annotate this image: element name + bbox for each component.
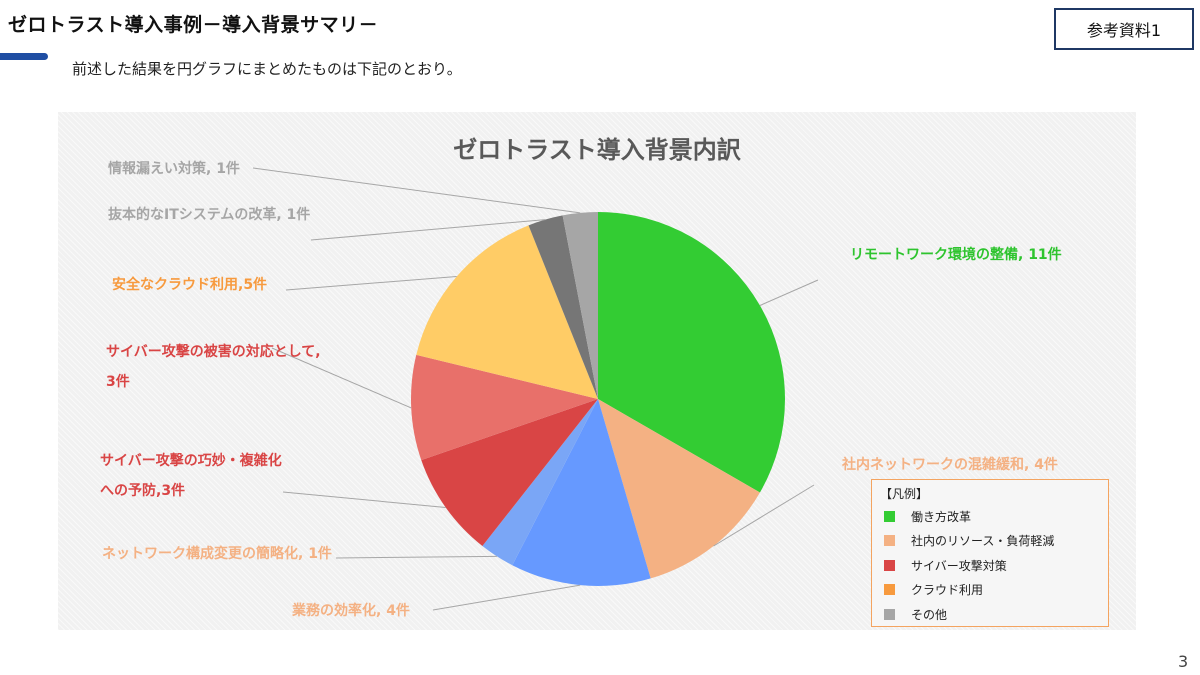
leader-line: [759, 279, 819, 306]
pie-slice: [512, 399, 651, 586]
leader-line: [285, 276, 457, 291]
reference-label-box: 参考資料1: [1054, 8, 1194, 50]
legend-item: 社内のリソース・負荷軽減: [880, 529, 1100, 554]
slice-label-line: 情報漏えい対策, 1件: [108, 161, 240, 177]
pie-slice: [562, 212, 598, 399]
legend-item: クラウド利用: [880, 578, 1100, 603]
pie-chart: [252, 167, 819, 611]
slice-label: 業務の効率化, 4件: [292, 596, 410, 626]
title-accent-bar: [0, 53, 48, 60]
legend-item: 働き方改革: [880, 504, 1100, 529]
pie-slice: [528, 215, 598, 399]
legend-swatch: [884, 510, 895, 522]
slice-label: ネットワーク構成変更の簡略化, 1件: [102, 539, 332, 569]
chart-title: ゼロトラスト導入背景内訳: [453, 136, 741, 164]
legend-label: クラウド利用: [911, 583, 984, 598]
leader-line: [335, 555, 497, 559]
legend-swatch: [884, 535, 895, 547]
slice-label: 情報漏えい対策, 1件: [108, 154, 240, 184]
leader-line: [282, 491, 446, 508]
slice-label-line: への予防,3件: [100, 483, 186, 499]
legend-label: その他: [911, 607, 948, 622]
slice-label: サイバー攻撃の被害の対応として, 3件: [106, 337, 321, 397]
slice-label: サイバー攻撃の巧妙・複雑化 への予防,3件: [100, 446, 282, 506]
pie-slice: [416, 225, 598, 399]
legend-label: サイバー攻撃対策: [911, 558, 1007, 573]
slice-label-line: ネットワーク構成変更の簡略化, 1件: [102, 546, 332, 562]
leader-line: [310, 219, 546, 241]
slice-label-line: 業務の効率化, 4件: [292, 603, 410, 619]
slice-label: 社内ネットワークの混雑緩和, 4件: [842, 450, 1058, 480]
slice-label-line: リモートワーク環境の整備, 11件: [850, 247, 1062, 263]
legend-label: 働き方改革: [911, 509, 972, 524]
slice-label: 抜本的なITシステムの改革, 1件: [108, 200, 310, 230]
leader-line: [432, 584, 581, 611]
slice-label-line: サイバー攻撃の被害の対応として,: [106, 344, 321, 360]
pie-slice: [482, 399, 598, 566]
reference-label: 参考資料1: [1086, 21, 1162, 40]
slice-label-line: 3件: [106, 374, 130, 390]
legend-swatch: [884, 584, 895, 596]
pie-slice: [598, 399, 760, 579]
slice-label-line: 社内ネットワークの混雑緩和, 4件: [842, 457, 1058, 473]
slice-label-line: サイバー攻撃の巧妙・複雑化: [100, 453, 282, 469]
leader-line: [271, 347, 412, 409]
legend-swatch: [884, 608, 895, 620]
page-number: 3: [1178, 652, 1189, 671]
chart-area: ゼロトラスト導入背景内訳 リモートワーク環境の整備, 11件社内ネットワークの混…: [58, 112, 1136, 630]
slice-label: 安全なクラウド利用,5件: [112, 270, 267, 300]
legend-item: サイバー攻撃対策: [880, 553, 1100, 578]
slice-label-line: 安全なクラウド利用,5件: [112, 277, 268, 293]
pie-slice: [421, 399, 598, 546]
leader-line: [713, 484, 815, 547]
pie-slice: [411, 354, 598, 461]
pie-slice: [598, 212, 786, 493]
slide-title: ゼロトラスト導入事例－導入背景サマリ－: [8, 14, 379, 36]
slice-label: リモートワーク環境の整備, 11件: [850, 240, 1062, 270]
legend-label: 社内のリソース・負荷軽減: [911, 534, 1055, 549]
legend-swatch: [884, 559, 895, 571]
slide-subtitle: 前述した結果を円グラフにまとめたものは下記のとおり。: [72, 60, 462, 78]
chart-legend: 【凡例】 働き方改革社内のリソース・負荷軽減 サイバー攻撃対策 クラウド利用 その他: [871, 479, 1109, 627]
legend-title: 【凡例】: [880, 487, 929, 501]
leader-line: [252, 167, 581, 214]
slice-label-line: 抜本的なITシステムの改革, 1件: [108, 207, 311, 223]
legend-item: その他: [880, 602, 1100, 627]
